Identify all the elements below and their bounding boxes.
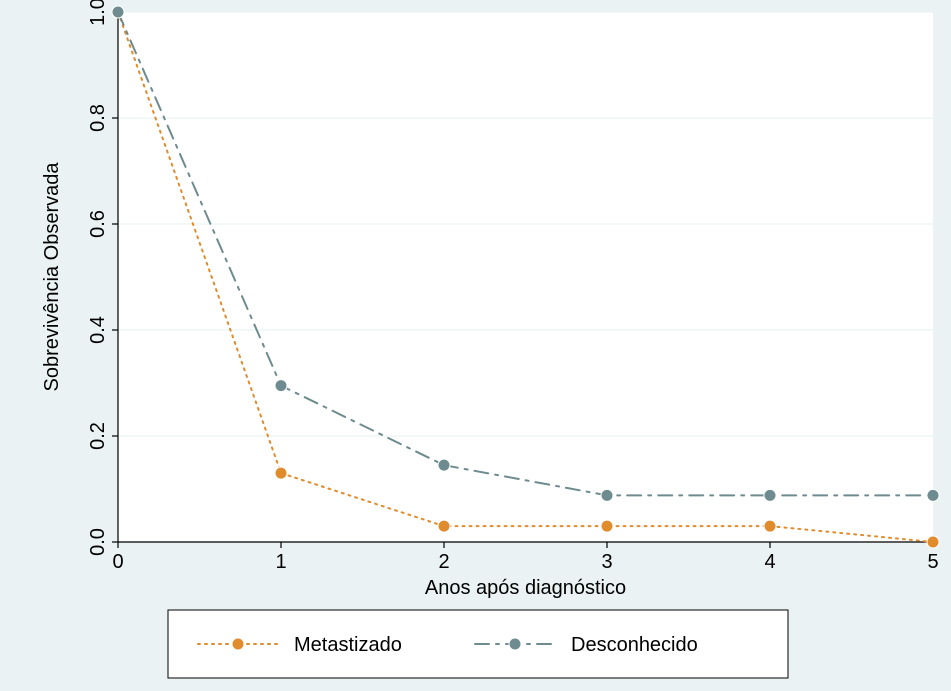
y-tick-label: 0.4 [87, 316, 109, 344]
series-marker-1 [112, 6, 124, 18]
x-axis-title: Anos após diagnóstico [425, 577, 626, 599]
x-tick-label: 4 [764, 551, 775, 573]
y-tick-label: 1.0 [87, 0, 109, 26]
x-tick-label: 0 [112, 551, 123, 573]
survival-chart: 0 1 2 3 4 5 0.0 0.2 0.4 0.6 0.8 1.0 Anos após diagnó… [0, 0, 951, 691]
chart-svg: 0 1 2 3 4 5 0.0 0.2 0.4 0.6 0.8 1.0 Anos após diagnó… [0, 0, 951, 691]
series-marker-1 [438, 459, 450, 471]
series-marker-1 [927, 489, 939, 501]
series-marker-0 [438, 520, 450, 532]
legend-sample-marker [509, 638, 521, 650]
series-marker-1 [764, 489, 776, 501]
series-marker-0 [275, 467, 287, 479]
series-marker-0 [764, 520, 776, 532]
y-tick-label: 0.0 [87, 528, 109, 556]
x-tick-label: 3 [601, 551, 612, 573]
x-tick-label: 5 [927, 551, 938, 573]
legend-sample-marker [232, 638, 244, 650]
series-marker-1 [601, 489, 613, 501]
series-marker-0 [927, 536, 939, 548]
plot-bg [118, 12, 933, 542]
series-marker-0 [601, 520, 613, 532]
x-tick-label: 2 [438, 551, 449, 573]
y-tick-label: 0.2 [87, 422, 109, 450]
y-tick-label: 0.6 [87, 210, 109, 238]
series-marker-1 [275, 380, 287, 392]
legend-label: Desconhecido [571, 634, 698, 656]
y-axis-title: Sobrevivência Observada [41, 162, 63, 392]
legend-label: Metastizado [294, 634, 402, 656]
x-tick-label: 1 [275, 551, 286, 573]
y-tick-label: 0.8 [87, 104, 109, 132]
